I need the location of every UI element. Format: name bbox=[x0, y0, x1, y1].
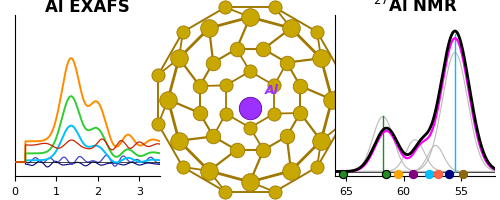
Point bbox=[270, 7, 278, 10]
Point bbox=[283, 135, 291, 138]
Point bbox=[260, 149, 268, 152]
Point bbox=[175, 139, 183, 143]
Point bbox=[222, 190, 230, 193]
Point bbox=[317, 57, 325, 61]
Point bbox=[283, 62, 291, 65]
Point bbox=[246, 70, 254, 74]
Point bbox=[260, 48, 268, 51]
Point bbox=[232, 149, 240, 152]
Point bbox=[246, 126, 254, 130]
Point bbox=[339, 173, 347, 176]
Point bbox=[313, 31, 321, 34]
Point bbox=[296, 85, 304, 88]
Point bbox=[328, 98, 336, 102]
Point bbox=[317, 139, 325, 143]
Point bbox=[287, 169, 295, 173]
Point bbox=[164, 98, 172, 102]
Point bbox=[154, 74, 162, 77]
Point bbox=[205, 169, 213, 173]
Text: Al: Al bbox=[265, 84, 279, 96]
Point bbox=[179, 166, 187, 169]
Point bbox=[394, 173, 402, 176]
Point bbox=[338, 74, 346, 77]
Point bbox=[382, 173, 390, 176]
Title: Al EXAFS: Al EXAFS bbox=[45, 0, 130, 16]
Point bbox=[196, 112, 204, 115]
Point bbox=[270, 190, 278, 193]
Point bbox=[270, 112, 278, 116]
Point bbox=[246, 16, 254, 20]
Point bbox=[296, 112, 304, 115]
Point bbox=[175, 57, 183, 61]
Point bbox=[270, 84, 278, 88]
Point bbox=[179, 31, 187, 34]
Point bbox=[222, 84, 230, 88]
Point bbox=[154, 123, 162, 126]
Point bbox=[408, 173, 416, 176]
Point bbox=[459, 173, 467, 176]
Point bbox=[287, 27, 295, 31]
Point bbox=[205, 27, 213, 31]
Point bbox=[209, 135, 217, 138]
Point bbox=[424, 173, 432, 176]
Point bbox=[246, 180, 254, 184]
Point bbox=[222, 7, 230, 10]
Title: $^{27}$Al NMR: $^{27}$Al NMR bbox=[372, 0, 458, 16]
Point bbox=[232, 48, 240, 51]
Point bbox=[313, 166, 321, 169]
Point bbox=[196, 85, 204, 88]
Point bbox=[222, 112, 230, 116]
Point bbox=[338, 123, 346, 126]
Point bbox=[246, 106, 254, 110]
Point bbox=[209, 62, 217, 65]
Point bbox=[434, 173, 442, 176]
Point bbox=[446, 173, 454, 176]
